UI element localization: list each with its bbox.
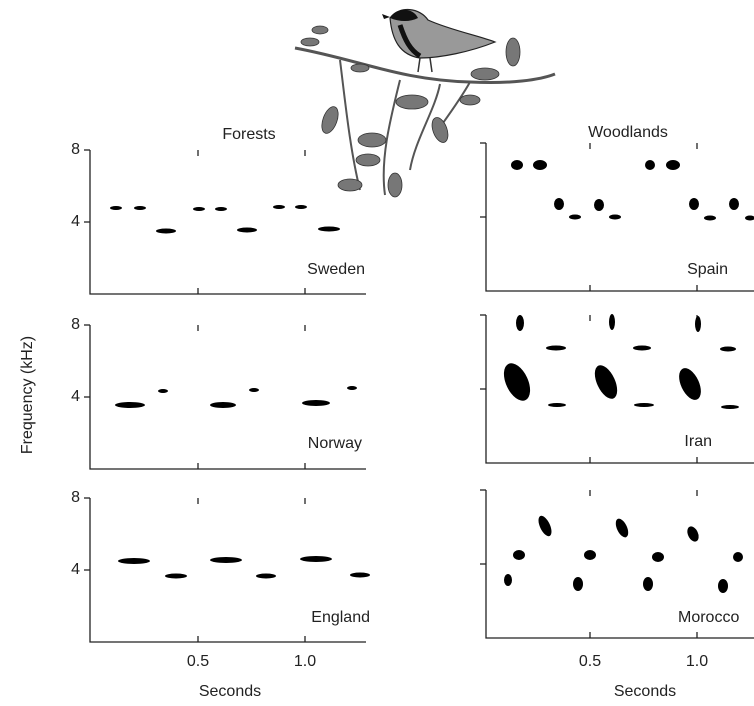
spectrogram-note bbox=[503, 363, 531, 401]
panel-axes bbox=[485, 315, 754, 464]
spectrogram-note bbox=[504, 574, 512, 586]
spectrogram-note bbox=[513, 550, 525, 560]
spectrogram-note bbox=[652, 552, 664, 562]
spectrogram-note bbox=[645, 160, 655, 170]
spectrogram-note bbox=[533, 160, 547, 170]
spectrogram-note bbox=[745, 215, 754, 221]
spectrogram-note bbox=[594, 365, 618, 399]
spectrogram-note bbox=[115, 402, 145, 408]
x-tick-label: 0.5 bbox=[579, 653, 601, 670]
panel-axes bbox=[89, 150, 366, 295]
spectrogram-note bbox=[249, 388, 259, 392]
spectrogram-note bbox=[156, 228, 176, 234]
spectrogram-note bbox=[273, 205, 285, 209]
spectrogram-note bbox=[584, 550, 596, 560]
spectrogram-note bbox=[158, 389, 168, 393]
panel-axes bbox=[89, 325, 366, 470]
spectrogram-note bbox=[134, 206, 146, 210]
spectrogram-note bbox=[193, 207, 205, 211]
spectrogram-note bbox=[215, 207, 227, 211]
column-title: Woodlands bbox=[588, 124, 668, 141]
spectrogram-note bbox=[615, 518, 629, 538]
spectrogram-note bbox=[546, 345, 566, 351]
spectrogram-note bbox=[609, 314, 615, 330]
spectrogram-note bbox=[569, 214, 581, 220]
x-tick-label: 0.5 bbox=[187, 653, 209, 670]
spectrogram-note bbox=[538, 515, 552, 537]
spectrogram-note bbox=[733, 552, 743, 562]
spectrogram-note bbox=[554, 198, 564, 210]
spectrogram-note bbox=[633, 345, 651, 351]
y-tick-label: 8 bbox=[71, 141, 80, 158]
y-tick-label: 4 bbox=[71, 213, 80, 230]
x-tick-label: 1.0 bbox=[686, 653, 708, 670]
panel-label: Morocco bbox=[678, 609, 739, 626]
spectrogram-note bbox=[511, 160, 523, 170]
spectrogram-note bbox=[721, 405, 739, 409]
y-tick-label: 4 bbox=[71, 561, 80, 578]
column-title: Forests bbox=[222, 126, 275, 143]
spectrogram-note bbox=[687, 526, 699, 542]
spectrogram-note bbox=[347, 386, 357, 390]
spectrogram-note bbox=[573, 577, 583, 591]
spectrogram-note bbox=[643, 577, 653, 591]
spectrogram-note bbox=[679, 368, 701, 400]
spectrogram-note bbox=[300, 556, 332, 562]
spectrogram-note bbox=[295, 205, 307, 209]
spectrogram-note bbox=[165, 573, 187, 579]
spectrogram-note bbox=[704, 215, 716, 221]
spectrogram-note bbox=[210, 402, 236, 408]
panel-axes bbox=[485, 143, 754, 292]
spectrogram-note bbox=[302, 400, 330, 406]
y-axis-label: Frequency (kHz) bbox=[19, 336, 36, 454]
spectrogram-note bbox=[256, 573, 276, 579]
x-axis-label: Seconds bbox=[614, 683, 676, 700]
panel-label: Sweden bbox=[307, 261, 365, 278]
spectrogram-note bbox=[609, 214, 621, 220]
spectrogram-note bbox=[548, 403, 566, 407]
spectrogram-note bbox=[689, 198, 699, 210]
spectrogram-note bbox=[594, 199, 604, 211]
spectrogram-note bbox=[237, 227, 257, 233]
y-tick-label: 8 bbox=[71, 489, 80, 506]
bird-illustration bbox=[294, 9, 556, 198]
y-tick-label: 8 bbox=[71, 316, 80, 333]
spectrogram-note bbox=[210, 557, 242, 563]
spectrogram-note bbox=[516, 315, 524, 331]
spectrogram-note bbox=[695, 316, 701, 332]
spectrogram-note bbox=[729, 198, 739, 210]
y-tick-label: 4 bbox=[71, 388, 80, 405]
spectrogram-note bbox=[634, 403, 654, 407]
panel-label: Norway bbox=[308, 435, 362, 452]
x-axis-label: Seconds bbox=[199, 683, 261, 700]
spectrogram-note bbox=[720, 346, 736, 352]
panel-label: Spain bbox=[687, 261, 728, 278]
spectrogram-note bbox=[118, 558, 150, 564]
spectrogram-note bbox=[666, 160, 680, 170]
x-tick-label: 1.0 bbox=[294, 653, 316, 670]
panel-label: Iran bbox=[684, 433, 712, 450]
spectrogram-note bbox=[718, 579, 728, 593]
spectrogram-note bbox=[350, 572, 370, 578]
panel-axes bbox=[485, 490, 754, 639]
panel-label: England bbox=[311, 609, 370, 626]
spectrogram-note bbox=[318, 226, 340, 232]
panel-axes bbox=[89, 498, 366, 643]
spectrogram-note bbox=[110, 206, 122, 210]
